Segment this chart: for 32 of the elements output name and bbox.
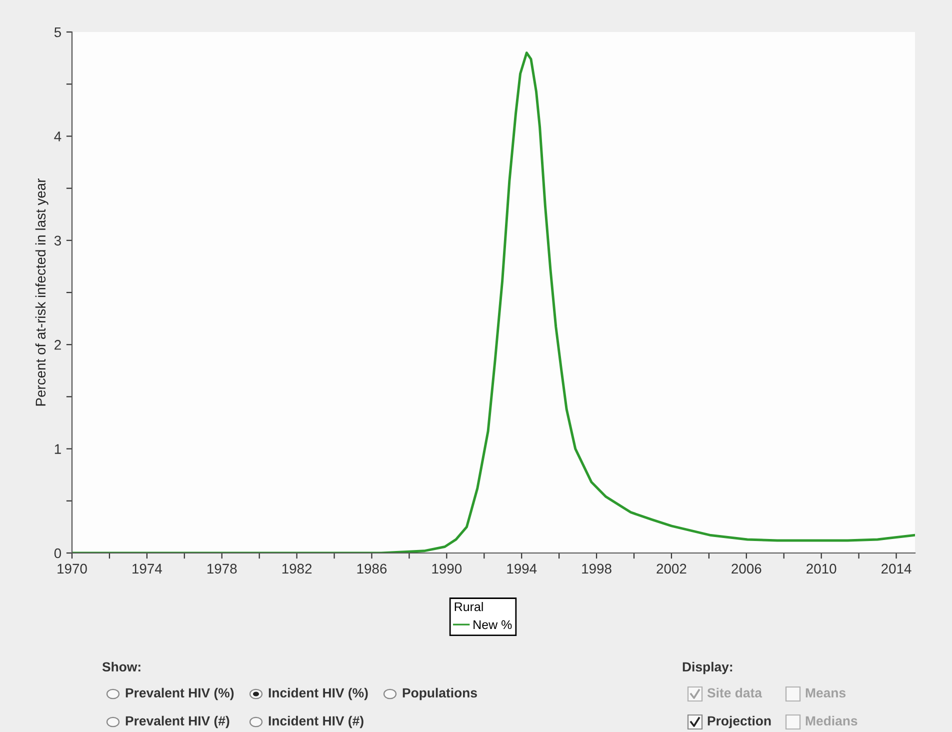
x-tick-label: 1990: [432, 564, 462, 574]
text: Incident HIV (#): [268, 716, 364, 728]
y-tick-label: 1: [54, 444, 61, 454]
x-tick-label: 1994: [507, 564, 537, 574]
x-tick-label: 1982: [282, 564, 312, 574]
text: Display:: [682, 662, 732, 674]
text: Populations: [402, 688, 477, 700]
x-tick-label: 2006: [732, 564, 762, 574]
text: Site data: [707, 688, 762, 698]
text: Medians: [806, 716, 858, 726]
text: Means: [806, 688, 846, 698]
y-tick-label: 4: [54, 132, 62, 142]
text: Prevalent HIV (#): [126, 716, 230, 728]
x-tick-label: 1978: [207, 564, 237, 574]
x-tick-label: 1998: [582, 564, 612, 574]
x-tick-label: 2002: [656, 564, 686, 574]
text: Prevalent HIV (%): [126, 688, 234, 700]
y-tick-label: 3: [54, 236, 61, 246]
x-tick-label: 1986: [357, 564, 387, 574]
legend-title: Rural: [454, 602, 483, 612]
text: Projection: [708, 716, 771, 728]
x-tick-label: 1970: [58, 564, 87, 574]
text: Incident HIV (%): [268, 688, 368, 700]
y-axis-title: Percent of at-risk infected in last year: [35, 178, 48, 406]
x-tick-label: 1974: [132, 564, 162, 574]
text: Show:: [102, 662, 140, 672]
y-tick-label: 2: [54, 340, 61, 350]
y-tick-label: 0: [54, 548, 62, 558]
y-tick-label: 5: [54, 27, 61, 38]
x-tick-label: 2014: [882, 564, 912, 574]
x-tick-label: 2010: [806, 564, 836, 574]
legend-label: New %: [474, 620, 512, 630]
